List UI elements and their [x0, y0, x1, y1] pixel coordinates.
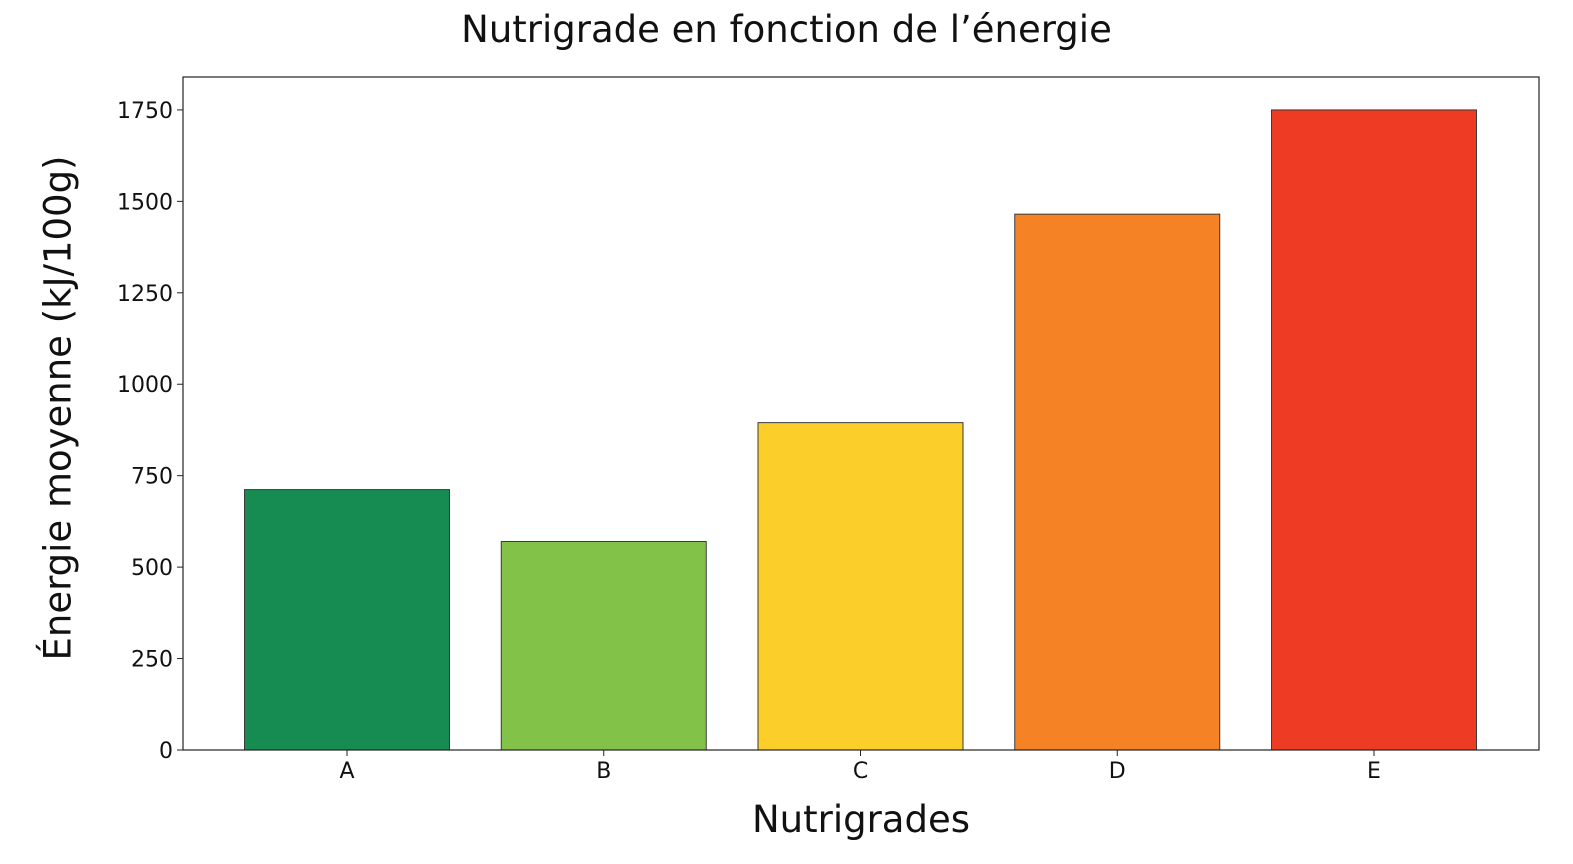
y-axis-label: Énergie moyenne (kJ/100g) [36, 155, 80, 661]
chart-title: Nutrigrade en fonction de l’énergie [461, 8, 1112, 51]
y-tick-label: 500 [131, 556, 173, 581]
y-tick-label: 250 [131, 648, 173, 673]
x-axis-label: Nutrigrades [751, 798, 971, 841]
bar-e [1271, 109, 1477, 751]
bars-group [244, 109, 1477, 751]
y-tick-label: 0 [159, 739, 173, 764]
x-tick-label: E [1367, 759, 1381, 784]
y-axis-ticks: 0 250 500 750 1000 1250 1500 1750 [117, 99, 183, 764]
y-tick-label: 1000 [117, 373, 173, 398]
bar-a [244, 489, 450, 751]
bar-c [757, 422, 964, 751]
x-tick-label: D [1109, 759, 1126, 784]
y-tick-label: 1250 [117, 282, 173, 307]
x-tick-label: B [596, 759, 611, 784]
x-axis-ticks: A B C D E [339, 750, 1381, 784]
x-tick-label: C [853, 759, 868, 784]
y-tick-label: 1750 [117, 99, 173, 124]
plot-frame [182, 76, 1540, 751]
x-tick-label: A [339, 759, 354, 784]
bar-d [1014, 213, 1221, 751]
y-tick-label: 1500 [117, 190, 173, 215]
bar-b [500, 541, 707, 751]
y-tick-label: 750 [131, 465, 173, 490]
